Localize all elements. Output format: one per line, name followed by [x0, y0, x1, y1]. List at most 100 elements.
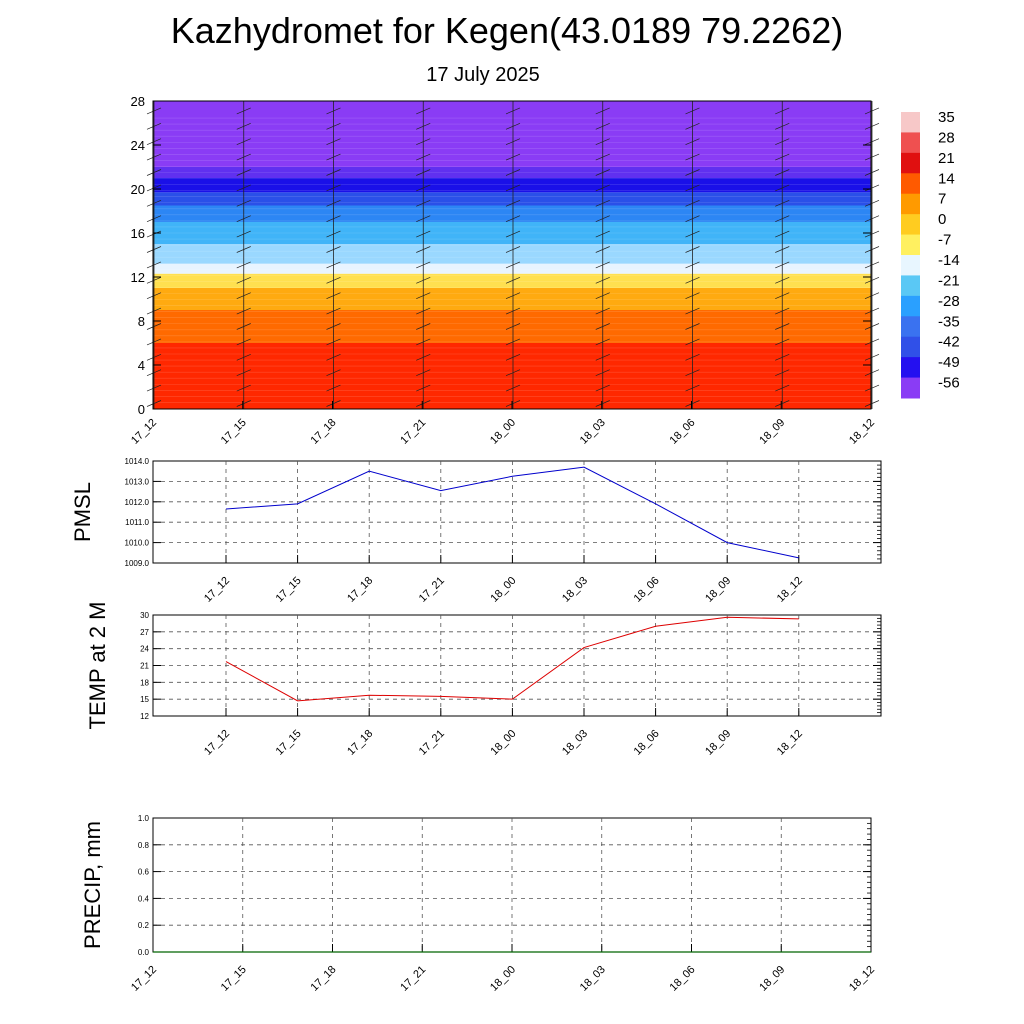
y-tick-label: 18	[140, 678, 149, 687]
colorbar-label: 21	[938, 150, 955, 167]
y-tick-label: 0	[138, 402, 145, 417]
x-tick-label: 18_06	[668, 964, 698, 994]
heatmap-band	[153, 343, 871, 409]
x-tick-label: 17_18	[345, 728, 375, 758]
x-tick-label: 18_09	[757, 964, 787, 994]
heatmap-band	[153, 288, 871, 310]
x-tick-label: 17_12	[202, 728, 232, 758]
x-tick-label: 17_18	[345, 575, 375, 605]
colorbar-label: -49	[938, 354, 960, 371]
y-tick-label: 21	[140, 662, 149, 671]
heatmap-band	[153, 205, 871, 222]
y-tick-label: 1010.0	[125, 539, 150, 548]
heatmap-band	[153, 244, 871, 264]
colorbar-label: -21	[938, 272, 960, 289]
colorbar-label: 0	[938, 211, 946, 228]
colorbar-label: -28	[938, 293, 960, 310]
y-tick-label: 1.0	[138, 814, 150, 823]
colorbar-box	[901, 214, 920, 236]
colorbar-box	[901, 357, 920, 379]
x-tick-label: 18_03	[578, 417, 608, 447]
colorbar-label: -56	[938, 375, 960, 392]
colorbar-label: 7	[938, 191, 946, 208]
y-tick-label: 20	[131, 182, 145, 197]
chart-subtitle: 17 July 2025	[426, 64, 540, 86]
y-tick-label: 28	[131, 94, 145, 109]
y-tick-label: 0.2	[138, 921, 150, 930]
colorbar-label: -7	[938, 232, 951, 249]
colorbar-box	[901, 193, 920, 215]
x-tick-label: 18_00	[488, 728, 518, 758]
x-tick-label: 18_12	[847, 964, 877, 994]
colorbar-label: -14	[938, 252, 960, 269]
x-tick-label: 18_06	[632, 728, 662, 758]
colorbar-label: 14	[938, 170, 955, 187]
x-tick-label: 18_06	[632, 575, 662, 605]
x-tick-label: 18_00	[488, 964, 518, 994]
x-tick-label: 18_12	[775, 728, 805, 758]
y-tick-label: 24	[140, 645, 149, 654]
x-tick-label: 18_03	[560, 728, 590, 758]
heatmap-band	[153, 310, 871, 343]
x-tick-label: 17_21	[417, 728, 447, 758]
chart-title: Kazhydromet for Kegen(43.0189 79.2262)	[170, 10, 844, 51]
y-tick-label: 1014.0	[125, 457, 150, 466]
y-tick-label: 4	[138, 358, 145, 373]
y-tick-label: 15	[140, 695, 149, 704]
y-tick-label: 1013.0	[125, 477, 150, 486]
plot-frame	[152, 460, 882, 564]
y-tick-label: 12	[131, 270, 145, 285]
x-tick-label: 17_15	[274, 728, 304, 758]
y-tick-label: 30	[140, 611, 149, 620]
y-tick-label: 27	[140, 628, 149, 637]
colorbar-box	[901, 377, 920, 399]
x-tick-label: 18_09	[703, 728, 733, 758]
y-tick-label: 0.4	[138, 894, 150, 903]
y-tick-label: 0.8	[138, 841, 150, 850]
x-tick-label: 17_21	[398, 417, 428, 447]
heatmap-band	[153, 263, 871, 274]
x-tick-label: 17_15	[219, 417, 249, 447]
y-tick-label: 1011.0	[125, 518, 149, 527]
x-tick-label: 17_12	[202, 575, 232, 605]
x-tick-label: 17_18	[309, 964, 339, 994]
y-tick-label: 0.0	[138, 948, 150, 957]
x-tick-label: 18_00	[488, 575, 518, 605]
y-tick-label: 16	[131, 226, 145, 241]
x-tick-label: 18_03	[578, 964, 608, 994]
heatmap-band	[153, 167, 871, 178]
x-tick-label: 18_09	[757, 417, 787, 447]
y-axis-label: PRECIP, mm	[80, 821, 105, 949]
colorbar-label: -35	[938, 313, 960, 330]
y-tick-label: 24	[131, 138, 145, 153]
colorbar-box	[901, 173, 920, 195]
colorbar-label: 28	[938, 129, 955, 146]
y-tick-label: 0.6	[138, 868, 150, 877]
x-tick-label: 18_12	[775, 575, 805, 605]
heatmap-band	[153, 222, 871, 244]
colorbar-box	[901, 132, 920, 154]
x-tick-label: 18_00	[488, 417, 518, 447]
y-tick-label: 1012.0	[125, 498, 150, 507]
y-tick-label: 8	[138, 314, 145, 329]
x-tick-label: 17_15	[219, 964, 249, 994]
x-tick-label: 17_21	[398, 964, 428, 994]
colorbar-box	[901, 152, 920, 174]
colorbar-box	[901, 112, 920, 133]
colorbar-box	[901, 336, 920, 358]
y-axis-label: PMSL	[70, 482, 95, 542]
colorbar-box	[901, 295, 920, 317]
y-tick-label: 12	[140, 712, 149, 721]
x-tick-label: 17_21	[417, 575, 447, 605]
x-tick-label: 18_09	[703, 575, 733, 605]
x-tick-label: 17_12	[129, 964, 159, 994]
x-tick-label: 18_06	[668, 417, 698, 447]
colorbar-box	[901, 275, 920, 297]
heatmap-band	[153, 101, 871, 167]
colorbar-label: 35	[938, 109, 955, 126]
heatmap-band	[153, 192, 871, 206]
x-tick-label: 18_03	[560, 575, 590, 605]
colorbar-box	[901, 255, 920, 276]
colorbar-box	[901, 234, 920, 256]
